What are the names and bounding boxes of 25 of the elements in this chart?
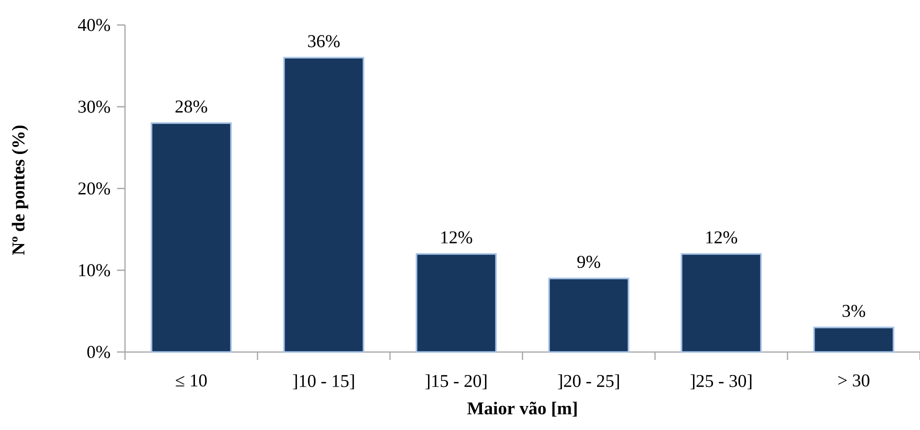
x-tick-label: ]20 - 25] — [558, 374, 619, 390]
data-label: 12% — [706, 231, 738, 244]
bar — [150, 122, 232, 353]
bar — [416, 253, 497, 353]
y-tick-label: 20% — [78, 182, 110, 195]
x-tick-label: ≤ 10 — [176, 374, 207, 387]
data-label: 28% — [176, 100, 208, 113]
y-tick-label: 0% — [87, 346, 110, 358]
y-axis-title: Nº de pontes (%) — [12, 126, 28, 255]
data-label: 3% — [842, 304, 866, 318]
x-tick-label: > 30 — [838, 374, 870, 387]
data-label: 9% — [577, 256, 600, 268]
y-tick-label: 10% — [79, 264, 110, 276]
data-label: 36% — [308, 35, 340, 48]
bar — [680, 253, 762, 353]
y-tick-label: 30% — [78, 100, 110, 113]
data-label: 12% — [441, 231, 472, 244]
bar — [813, 326, 894, 353]
x-axis-title: Maior vão [m] — [467, 402, 577, 417]
bar — [548, 278, 630, 353]
y-tick-label: 40% — [78, 18, 110, 32]
bar — [283, 56, 364, 353]
x-tick-label: ]10 - 15] — [292, 374, 354, 390]
x-tick-label: ]25 - 30] — [690, 374, 752, 390]
x-tick-label: ]15 - 20] — [425, 374, 486, 390]
